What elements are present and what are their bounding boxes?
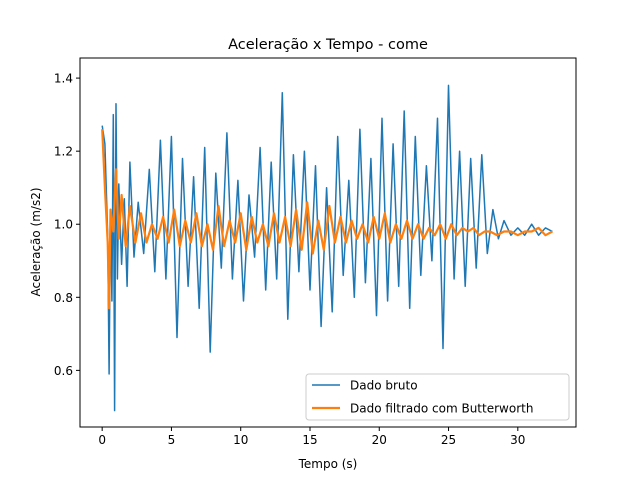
- plot-area: [79, 57, 577, 428]
- x-tick-label: 30: [510, 433, 525, 447]
- series-layer: [101, 84, 553, 412]
- x-tick-label: 15: [302, 433, 317, 447]
- y-axis: 0.6 0.8 1.0 1.2 1.4: [54, 72, 80, 378]
- x-axis-label: Tempo (s): [298, 457, 358, 471]
- x-tick-label: 0: [98, 433, 106, 447]
- x-axis: 0 5 10 15 20 25 30: [98, 427, 525, 447]
- x-tick-label: 25: [441, 433, 456, 447]
- legend-box: [305, 373, 570, 421]
- y-tick-label: 0.8: [54, 291, 73, 305]
- y-tick-label: 1.4: [54, 72, 73, 86]
- y-tick-label: 1.2: [54, 145, 73, 159]
- legend: Dado bruto Dado filtrado com Butterworth: [305, 373, 570, 421]
- plot-frame: [79, 57, 577, 428]
- y-axis-label: Aceleração (m/s2): [29, 187, 43, 296]
- x-tick-label: 5: [168, 433, 176, 447]
- series-line-filtered: [101, 129, 553, 310]
- chart-title: Aceleração x Tempo - come: [228, 37, 428, 53]
- y-tick-label: 1.0: [54, 218, 73, 232]
- x-tick-label: 10: [233, 433, 248, 447]
- legend-label-filtered: Dado filtrado com Butterworth: [350, 402, 533, 416]
- y-tick-label: 0.6: [54, 364, 73, 378]
- legend-label-raw: Dado bruto: [350, 379, 418, 393]
- x-tick-label: 20: [372, 433, 387, 447]
